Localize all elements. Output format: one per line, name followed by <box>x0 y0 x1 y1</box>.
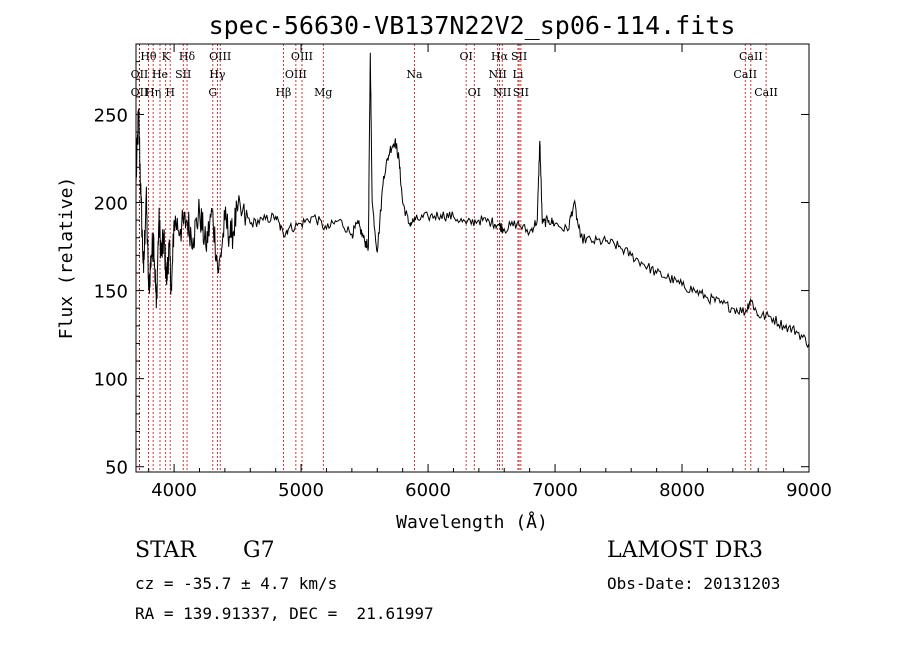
x-tick-label-4000: 4000 <box>151 480 197 501</box>
x-tick-label-5000: 5000 <box>278 480 324 501</box>
x-tick-label-8000: 8000 <box>659 480 705 501</box>
line-label-Hη: Hη <box>145 86 161 99</box>
line-label-OII: OII <box>131 86 149 99</box>
line-label-NII: NII <box>488 68 506 81</box>
line-label-CaII: CaII <box>754 86 778 99</box>
y-tick-label-100: 100 <box>94 370 128 391</box>
line-label-Hθ: Hθ <box>140 50 157 63</box>
line-label-OI: OI <box>468 86 481 99</box>
y-tick-label-150: 150 <box>94 282 128 303</box>
line-label-NII: NII <box>493 86 511 99</box>
line-label-OI: OI <box>459 50 472 63</box>
redshift-text: cz = -35.7 ± 4.7 km/s <box>135 574 338 593</box>
x-tick-label-9000: 9000 <box>786 480 832 501</box>
line-label-SII: SII <box>175 68 191 81</box>
plot-frame <box>135 43 810 473</box>
x-tick-label-6000: 6000 <box>405 480 451 501</box>
line-label-Hα: Hα <box>491 50 509 63</box>
y-axis-ticks: 50 100 150 200 250 <box>94 61 809 479</box>
line-label-Hδ: Hδ <box>179 50 196 63</box>
observation-date: Obs-Date: 20131203 <box>607 574 781 593</box>
line-label-Li: Li <box>513 68 524 81</box>
y-tick-label-200: 200 <box>94 194 128 215</box>
line-label-G: G <box>208 86 217 99</box>
flux-series-line <box>135 52 810 349</box>
spectral-line-markers <box>139 44 767 472</box>
line-label-SII: SII <box>511 50 527 63</box>
line-label-OIII: OIII <box>285 68 307 81</box>
x-axis-label: Wavelength (Å) <box>396 511 548 533</box>
object-subclass: G7 <box>243 538 275 563</box>
line-label-OIII: OIII <box>209 50 231 63</box>
object-class: STAR <box>135 538 196 563</box>
line-label-H: H <box>165 86 175 99</box>
chart-title: spec-56630-VB137N22V2_sp06-114.fits <box>209 11 736 40</box>
line-label-CaII: CaII <box>733 68 757 81</box>
line-label-OIII: OIII <box>291 50 313 63</box>
line-label-OII: OII <box>131 68 149 81</box>
line-label-Mg: Mg <box>314 86 332 99</box>
coordinates-text: RA = 139.91337, DEC = 21.61997 <box>135 604 434 623</box>
line-label-Hγ: Hγ <box>209 68 226 81</box>
y-axis-label: Flux (relative) <box>56 177 77 340</box>
line-label-Na: Na <box>406 68 423 81</box>
line-label-CaII: CaII <box>739 50 763 63</box>
x-axis-ticks: 4000 5000 6000 7000 8000 9000 <box>148 44 832 501</box>
y-tick-label-50: 50 <box>105 458 128 479</box>
x-tick-label-7000: 7000 <box>532 480 578 501</box>
line-label-He: He <box>152 68 168 81</box>
line-label-SII: SII <box>513 86 529 99</box>
line-label-Hβ: Hβ <box>275 86 291 99</box>
survey-name: LAMOST DR3 <box>607 538 763 563</box>
y-tick-label-250: 250 <box>94 105 128 126</box>
line-label-K: K <box>162 50 171 63</box>
